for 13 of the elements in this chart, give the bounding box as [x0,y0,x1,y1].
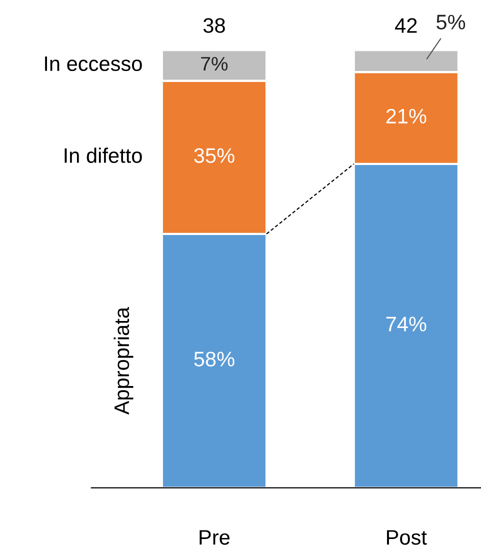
annotation: 38 [203,18,225,33]
x-tick-label: Post [387,530,427,545]
data-label: 5% [436,14,466,30]
data-label: 21% [386,108,426,124]
x-tick-label: Pre [200,530,230,545]
data-label: 74% [386,316,426,332]
text: Appropriata [114,307,134,415]
data-label: 58% [194,352,234,366]
series-label: In difetto [64,148,142,163]
data-label: 35% [194,148,234,163]
series-label: In eccesso [45,56,142,72]
data-label: 7% [201,56,228,71]
annotation: 42 [395,18,417,33]
